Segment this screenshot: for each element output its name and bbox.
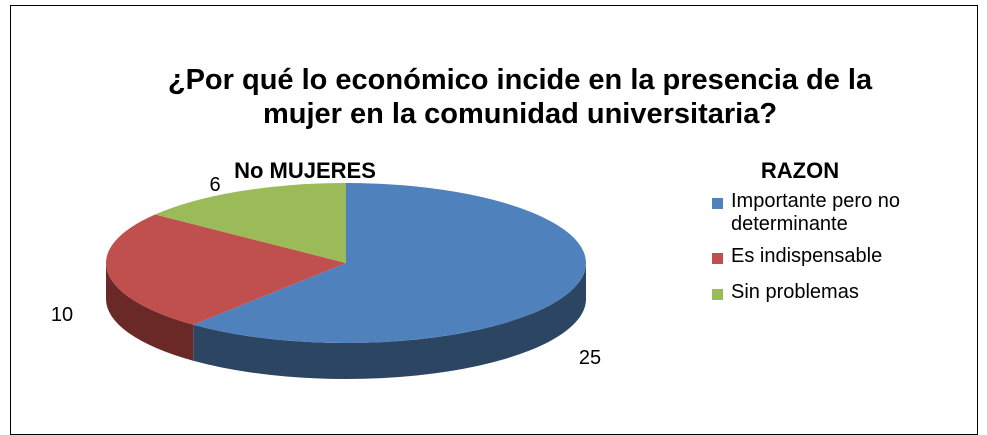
slice: [193, 183, 586, 344]
legend-item: Sin problemas: [712, 281, 962, 304]
slice-side: [193, 263, 586, 380]
series-name: No MUJERES: [234, 158, 376, 183]
legend: Importante pero no determinante Es indisp…: [712, 190, 962, 304]
legend-swatch: [712, 198, 723, 209]
legend-item: Es indispensable: [712, 245, 962, 268]
chart: ¿Por qué lo económico incide en la prese…: [51, 64, 873, 380]
legend-label: Es indispensable: [731, 245, 883, 267]
data-label: 25: [579, 347, 601, 369]
data-label: 10: [51, 304, 73, 326]
slice: [105, 214, 347, 325]
legend-item: Importante pero no determinante: [712, 190, 962, 236]
data-label: 6: [209, 174, 220, 196]
slice: [155, 183, 346, 263]
legend-swatch: [712, 289, 723, 300]
legend-label: Sin problemas: [731, 281, 859, 303]
legend-label: Importante pero no determinante: [731, 190, 900, 235]
chart-title: ¿Por qué lo económico incide en la prese…: [168, 64, 873, 130]
legend-title: RAZON: [761, 158, 839, 183]
legend-swatch: [712, 253, 723, 264]
slice-side: [105, 263, 194, 361]
